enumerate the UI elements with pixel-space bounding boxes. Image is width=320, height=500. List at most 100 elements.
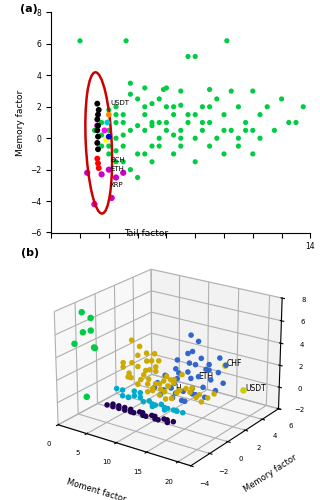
Point: [142, 84, 148, 92]
Text: BCH: BCH: [110, 157, 125, 163]
Point: [207, 103, 212, 111]
Point: [99, 118, 104, 126]
Point: [99, 131, 104, 139]
Point: [221, 150, 227, 158]
Point: [200, 103, 205, 111]
Point: [95, 139, 100, 147]
Point: [250, 150, 255, 158]
Point: [114, 103, 119, 111]
Point: [92, 126, 97, 134]
Point: [95, 100, 100, 108]
Point: [257, 110, 262, 118]
Point: [96, 164, 101, 172]
Point: [142, 103, 148, 111]
Point: [99, 142, 104, 150]
Point: [164, 126, 169, 134]
Point: [121, 158, 126, 166]
Text: XRP: XRP: [110, 182, 124, 188]
Text: USDT: USDT: [110, 100, 129, 106]
Point: [135, 122, 140, 130]
Point: [279, 95, 284, 103]
Point: [164, 84, 169, 92]
Point: [178, 134, 183, 142]
Point: [157, 142, 162, 150]
Point: [149, 142, 155, 150]
Point: [171, 103, 176, 111]
Point: [193, 110, 198, 118]
Point: [95, 154, 100, 162]
Point: [301, 103, 306, 111]
Point: [149, 122, 155, 130]
Point: [105, 118, 110, 126]
Point: [114, 147, 119, 155]
Point: [106, 150, 111, 158]
Point: [236, 134, 241, 142]
Point: [149, 100, 155, 108]
Point: [103, 136, 108, 144]
Point: [229, 87, 234, 95]
Point: [236, 142, 241, 150]
Point: [200, 118, 205, 126]
Point: [128, 126, 133, 134]
Point: [95, 160, 100, 168]
Point: [250, 126, 255, 134]
Point: [293, 118, 299, 126]
Point: [265, 103, 270, 111]
Point: [121, 118, 126, 126]
Point: [171, 150, 176, 158]
Point: [178, 101, 183, 109]
Point: [221, 110, 227, 118]
Point: [124, 37, 129, 45]
Point: [128, 166, 133, 173]
Point: [77, 37, 83, 45]
Point: [109, 194, 114, 202]
Point: [286, 118, 292, 126]
Point: [186, 52, 191, 60]
Point: [95, 132, 100, 140]
Point: [171, 110, 176, 118]
Point: [257, 134, 262, 142]
Point: [207, 142, 212, 150]
Point: [193, 158, 198, 166]
Point: [92, 200, 97, 208]
Point: [157, 134, 162, 142]
Point: [106, 142, 111, 150]
Point: [186, 118, 191, 126]
Point: [164, 103, 169, 111]
Y-axis label: Memory factor: Memory factor: [242, 452, 299, 494]
Text: (b): (b): [21, 248, 40, 258]
Point: [250, 87, 255, 95]
Point: [135, 95, 140, 103]
Point: [224, 37, 229, 45]
Point: [95, 126, 100, 134]
Point: [121, 169, 126, 177]
Point: [95, 110, 100, 118]
Text: ETH: ETH: [110, 166, 124, 172]
Point: [106, 126, 111, 134]
Point: [272, 126, 277, 134]
Point: [193, 134, 198, 142]
Point: [157, 95, 162, 103]
Point: [95, 122, 100, 130]
Point: [236, 103, 241, 111]
Point: [106, 106, 111, 114]
Point: [157, 118, 162, 126]
Point: [178, 126, 183, 134]
X-axis label: Moment factor: Moment factor: [65, 478, 127, 500]
Point: [85, 169, 90, 177]
Point: [221, 126, 227, 134]
Point: [161, 86, 166, 94]
Point: [99, 170, 104, 178]
Point: [193, 52, 198, 60]
Point: [178, 142, 183, 150]
Point: [114, 174, 119, 182]
Point: [121, 131, 126, 139]
Point: [106, 166, 111, 173]
Point: [128, 90, 133, 98]
Point: [96, 106, 101, 114]
Point: [164, 118, 169, 126]
Point: [142, 110, 148, 118]
Point: [114, 134, 119, 142]
Point: [95, 122, 100, 130]
Y-axis label: Memory factor: Memory factor: [16, 90, 25, 156]
